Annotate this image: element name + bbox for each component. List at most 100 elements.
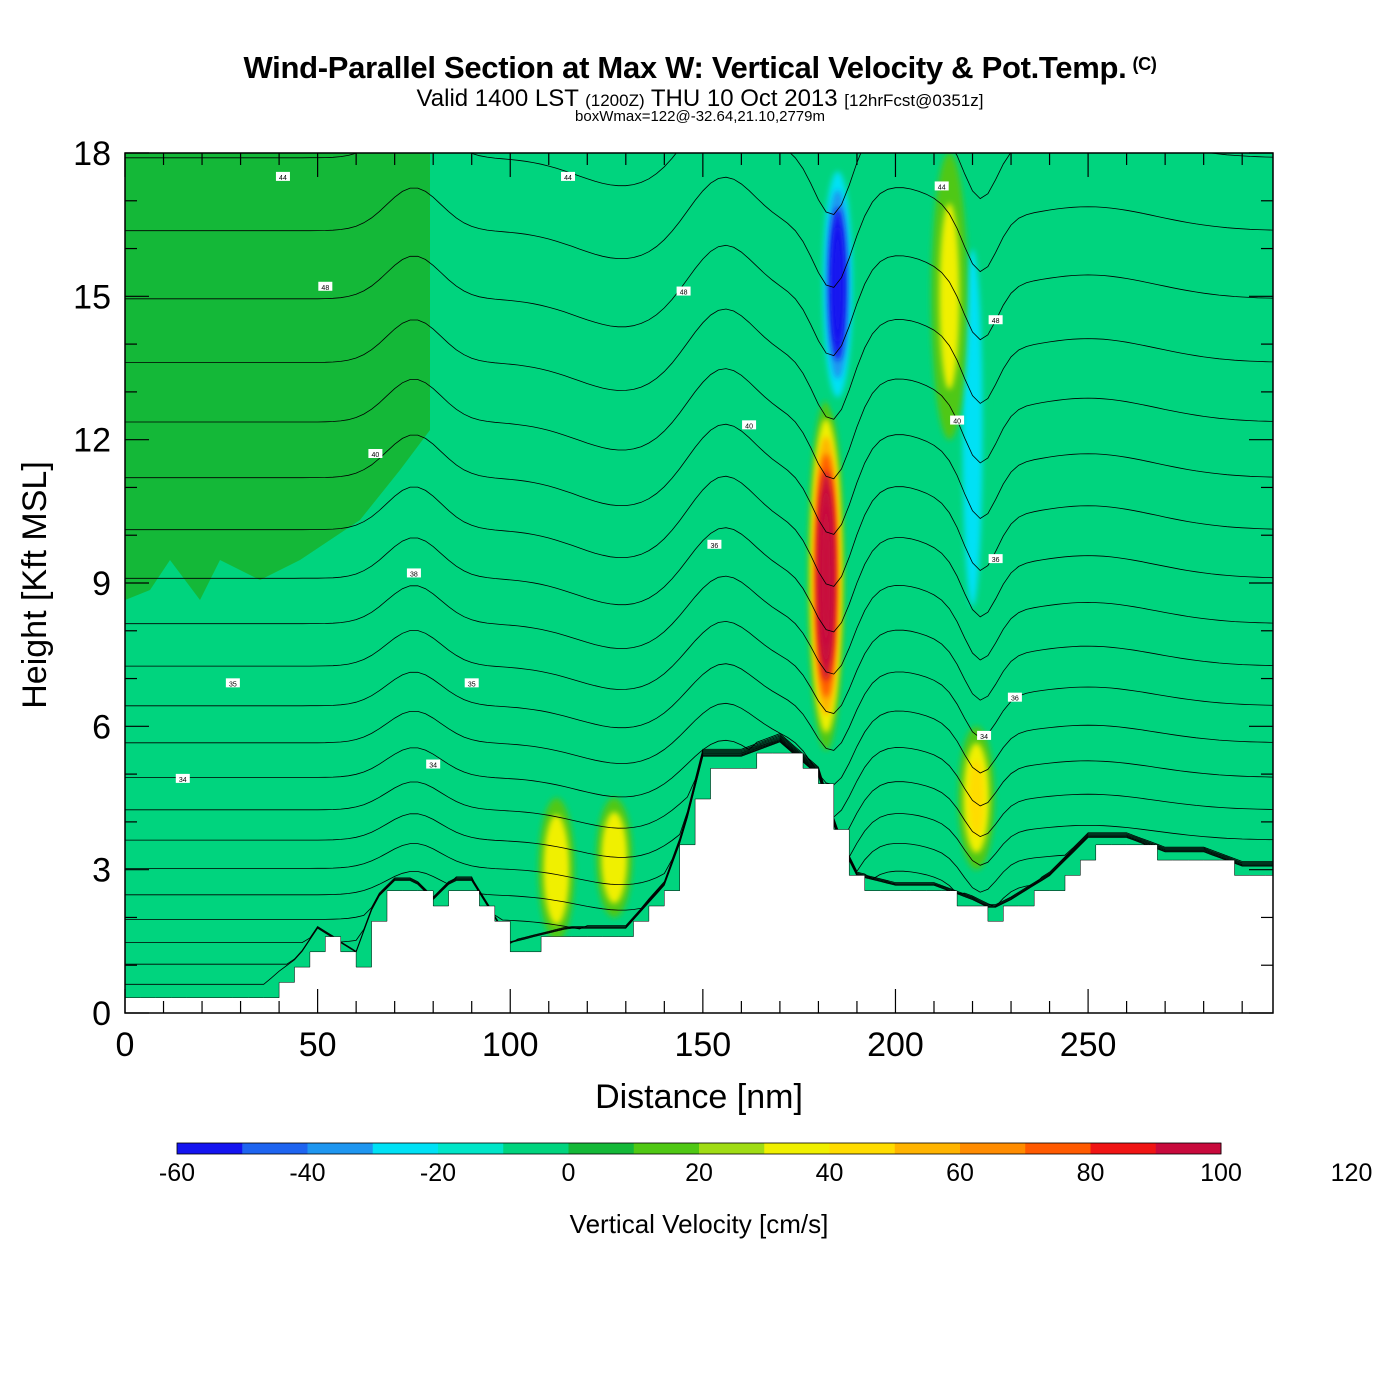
- colorbar-swatch: [633, 1143, 700, 1154]
- x-tick-label: 200: [867, 1026, 924, 1064]
- colorbar-swatch: [1025, 1143, 1091, 1154]
- colorbar-swatch: [568, 1143, 635, 1154]
- theta-label-text: 34: [429, 763, 437, 770]
- theta-label-box: [426, 759, 441, 769]
- theta-label: 35: [464, 678, 479, 688]
- colorbar-swatch: [503, 1143, 569, 1154]
- theta-label-text: 38: [410, 571, 418, 578]
- theta-label-text: 35: [229, 681, 237, 688]
- theta-contour: [125, 475, 1273, 587]
- velocity-features: [538, 153, 995, 942]
- theta-label-box: [1007, 692, 1022, 702]
- x-tick-label: 50: [299, 1026, 337, 1064]
- theta-label: 48: [676, 286, 691, 297]
- colorbar-swatch: [894, 1143, 961, 1154]
- theta-label-box: [175, 773, 190, 783]
- y-tick-label: 18: [73, 135, 111, 173]
- y-tick-labels: 0 3 6 9 12 15 18: [73, 135, 111, 1033]
- theta-label: 40: [368, 449, 383, 459]
- theta-label: 34: [175, 773, 190, 784]
- theta-contour: [125, 423, 1273, 535]
- potential-temperature-contours: [125, 153, 1273, 985]
- theta-contour: [125, 153, 1273, 215]
- colorbar-swatch: [699, 1143, 765, 1154]
- y-tick-label: 12: [73, 422, 111, 460]
- colorbar-tick-label: -60: [159, 1159, 195, 1187]
- colorbar-tick-label: -40: [289, 1159, 325, 1187]
- theta-label-text: 40: [745, 423, 753, 430]
- y-tick-label: 0: [92, 995, 111, 1033]
- theta-label-text: 40: [372, 452, 380, 459]
- theta-label-text: 35: [468, 681, 476, 688]
- theta-label-text: 36: [1011, 696, 1019, 703]
- theta-contour: [125, 176, 1273, 288]
- theta-label-box: [676, 286, 691, 296]
- theta-label: 48: [988, 315, 1003, 325]
- chart-subtitle: Valid 1400 LST (1200Z) THU 10 Oct 2013 […: [416, 85, 984, 112]
- colorbar-label: Vertical Velocity [cm/s]: [570, 1209, 829, 1239]
- y-tick-label: 6: [92, 708, 111, 746]
- theta-label-box: [464, 678, 479, 688]
- theta-label: 36: [1007, 692, 1022, 703]
- axis-ticks: [124, 152, 1273, 1014]
- colorbar-swatch: [1090, 1143, 1157, 1154]
- x-tick-label: 0: [116, 1026, 135, 1064]
- theta-label-text: 34: [980, 734, 988, 741]
- theta-label-text: 40: [953, 419, 961, 426]
- theta-label-text: 48: [321, 285, 329, 292]
- updraft-band: [549, 831, 564, 908]
- theta-contour: [125, 244, 1273, 357]
- theta-label: 48: [318, 281, 333, 292]
- theta-label-box: [561, 171, 576, 181]
- x-tick-label: 250: [1060, 1026, 1117, 1064]
- colorbar-tick-label: 100: [1200, 1159, 1242, 1187]
- theta-label-text: 34: [179, 777, 187, 784]
- colorbar-tick-labels: -60 -40 -20 0 20 40 60 80 100 120: [159, 1159, 1372, 1187]
- downdraft-band: [962, 249, 983, 607]
- x-tick-labels: 0 50 100 150 200 250: [116, 1026, 1117, 1064]
- theta-label-text: 44: [564, 175, 572, 182]
- theta-label: 36: [988, 554, 1003, 564]
- theta-label-box: [988, 315, 1003, 325]
- theta-label-box: [275, 171, 290, 181]
- theta-label: 44: [561, 171, 576, 182]
- theta-contour: [125, 733, 1273, 818]
- colorbar-tick-label: 80: [1077, 1159, 1105, 1187]
- theta-label: 35: [225, 678, 240, 688]
- colorbar-tick-label: 20: [685, 1159, 713, 1187]
- theta-label-text: 44: [279, 175, 287, 182]
- updraft-band: [821, 506, 831, 646]
- theta-label-text: 48: [992, 318, 1000, 325]
- theta-label-box: [318, 281, 333, 291]
- colorbar-swatch: [372, 1143, 439, 1154]
- updraft-band: [969, 759, 984, 837]
- theta-label-text: 44: [938, 184, 946, 191]
- colorbar-tick-label: 120: [1331, 1159, 1373, 1187]
- colorbar-tick-label: 60: [946, 1159, 974, 1187]
- theta-label-box: [988, 554, 1003, 564]
- theta-label: 34: [426, 759, 441, 770]
- colorbar-swatch: [307, 1143, 374, 1154]
- box-wmax-line: boxWmax=122@-32.64,21.10,2779m: [575, 108, 825, 125]
- theta-label: 38: [406, 568, 421, 578]
- theta-label: 36: [707, 539, 722, 550]
- theta-label-box: [225, 678, 240, 688]
- colorbar-frame: [176, 1142, 1222, 1155]
- updraft-band: [606, 825, 622, 890]
- colorbar-swatch: [1155, 1143, 1222, 1154]
- y-axis-label: Height [Kft MSL]: [16, 461, 54, 709]
- colorbar-swatch: [177, 1143, 243, 1154]
- x-tick-label: 100: [482, 1026, 539, 1064]
- downdraft-band: [832, 226, 843, 343]
- theta-labels: 44 44 44 48 48 48 40 40 40 38 36 36 35 35 36 34 34 34: [175, 171, 1022, 784]
- theta-contour: [125, 663, 1273, 751]
- colorbar-swatch: [438, 1143, 504, 1154]
- colorbar-swatch: [764, 1143, 830, 1154]
- theta-contour: [125, 368, 1273, 480]
- colorbar-swatch: [242, 1143, 308, 1154]
- colorbar-tick-label: -20: [420, 1159, 456, 1187]
- theta-label-box: [707, 539, 722, 549]
- updraft-band: [939, 203, 960, 390]
- theta-label-box: [742, 420, 757, 430]
- theta-contour: [125, 308, 1273, 420]
